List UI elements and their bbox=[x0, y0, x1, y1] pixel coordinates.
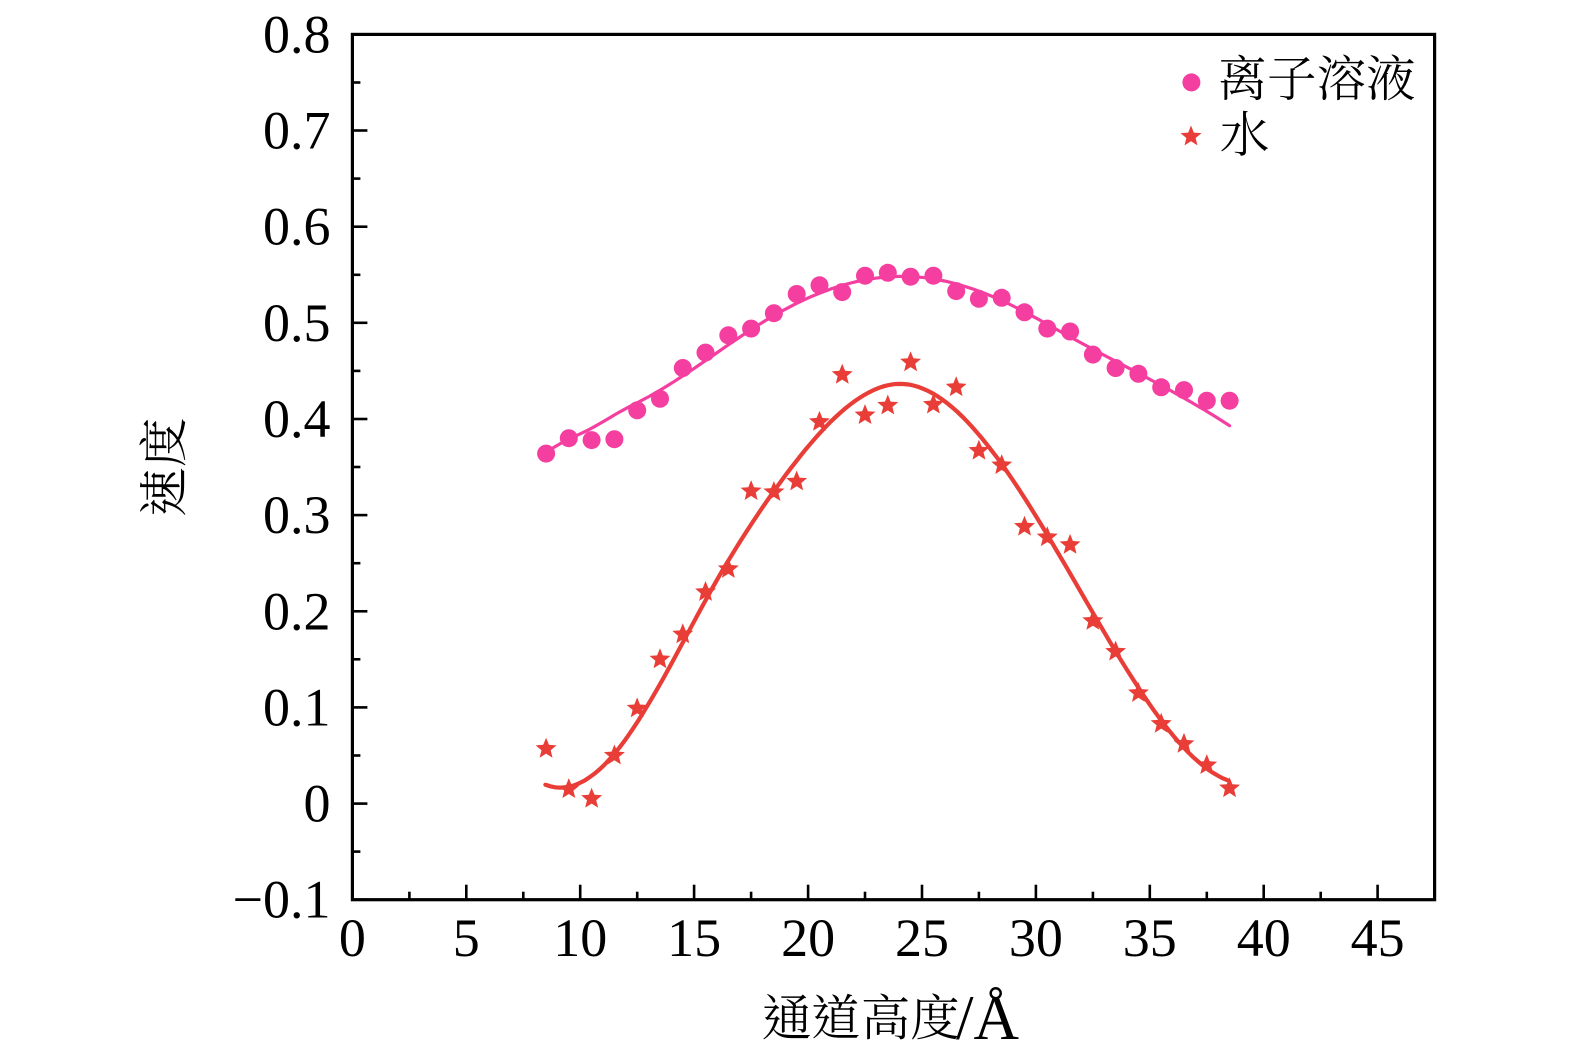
svg-text:0.3: 0.3 bbox=[263, 485, 331, 545]
svg-text:0.6: 0.6 bbox=[263, 197, 331, 257]
svg-text:0.4: 0.4 bbox=[263, 389, 331, 449]
svg-text:/Å: /Å bbox=[956, 983, 1020, 1053]
svg-text:45: 45 bbox=[1351, 908, 1405, 968]
svg-text:20: 20 bbox=[781, 908, 835, 968]
svg-text:0: 0 bbox=[339, 908, 366, 968]
svg-text:−0.1: −0.1 bbox=[233, 870, 331, 930]
svg-text:0.5: 0.5 bbox=[263, 293, 331, 353]
svg-text:35: 35 bbox=[1123, 908, 1177, 968]
svg-text:0.1: 0.1 bbox=[263, 677, 331, 737]
svg-text:0.8: 0.8 bbox=[263, 4, 331, 64]
svg-text:0.7: 0.7 bbox=[263, 101, 331, 161]
svg-text:15: 15 bbox=[667, 908, 721, 968]
svg-text:0: 0 bbox=[304, 774, 331, 834]
svg-text:0.2: 0.2 bbox=[263, 581, 331, 641]
svg-text:25: 25 bbox=[895, 908, 949, 968]
svg-text:30: 30 bbox=[1009, 908, 1063, 968]
svg-text:40: 40 bbox=[1237, 908, 1291, 968]
svg-text:10: 10 bbox=[553, 908, 607, 968]
svg-text:5: 5 bbox=[453, 908, 480, 968]
